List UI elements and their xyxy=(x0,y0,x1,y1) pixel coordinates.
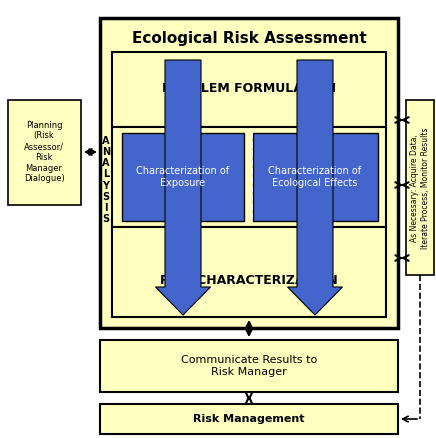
Text: Communicate Results to
Risk Manager: Communicate Results to Risk Manager xyxy=(181,355,317,377)
Bar xyxy=(112,52,386,127)
Text: PROBLEM FORMULATION: PROBLEM FORMULATION xyxy=(162,82,336,95)
Text: Planning
(Risk
Assessor/
Risk
Manager
Dialogue): Planning (Risk Assessor/ Risk Manager Di… xyxy=(24,120,65,184)
Polygon shape xyxy=(287,60,343,315)
Text: As Necessary: Acquire Data,
Iterate Process, Monitor Results: As Necessary: Acquire Data, Iterate Proc… xyxy=(410,127,430,249)
Bar xyxy=(8,100,81,205)
Bar xyxy=(100,18,398,328)
Bar xyxy=(253,133,378,221)
Text: Risk Management: Risk Management xyxy=(193,414,305,424)
Bar xyxy=(112,227,386,317)
Bar xyxy=(122,133,244,221)
Bar xyxy=(100,340,398,392)
Text: Characterization of
Exposure: Characterization of Exposure xyxy=(136,166,230,188)
Text: Characterization of
Ecological Effects: Characterization of Ecological Effects xyxy=(269,166,361,188)
Bar xyxy=(100,404,398,434)
Text: Ecological Risk Assessment: Ecological Risk Assessment xyxy=(132,31,366,46)
Bar xyxy=(406,100,434,275)
Bar xyxy=(112,127,386,227)
Polygon shape xyxy=(156,60,211,315)
Text: A
N
A
L
Y
S
I
S: A N A L Y S I S xyxy=(102,136,110,224)
Text: RISK CHARACTERIZATION: RISK CHARACTERIZATION xyxy=(160,273,338,286)
